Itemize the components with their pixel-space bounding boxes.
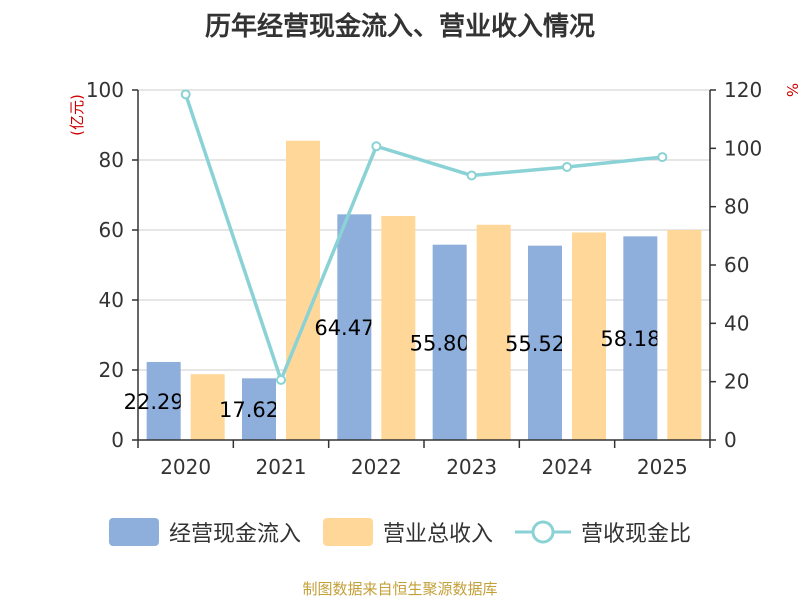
x-tick-label: 2021: [256, 455, 307, 479]
data-label: 22.298: [124, 390, 197, 414]
y2-tick-label: 60: [724, 253, 749, 277]
bar-cash-inflow: [623, 236, 658, 440]
y-tick-label: 100: [86, 78, 124, 102]
y2-axis-title: %: [783, 83, 800, 97]
y-tick-label: 40: [99, 288, 124, 312]
y2-tick-label: 40: [724, 311, 749, 335]
bar-revenue: [190, 374, 225, 440]
x-tick-label: 2023: [446, 455, 497, 479]
bar-cash-inflow: [146, 361, 181, 440]
bar-cash-inflow: [528, 245, 562, 440]
ratio-line: [184, 93, 663, 385]
x-tick-label: 2020: [160, 455, 211, 479]
y-axis-title: (亿元): [68, 94, 86, 136]
bar-revenue: [572, 232, 606, 440]
x-tick-label: 2024: [542, 455, 593, 479]
chart-title: 历年经营现金流入、营业收入情况: [204, 12, 595, 42]
y2-tick-label: 120: [724, 78, 762, 102]
x-tick-label: 2022: [351, 455, 402, 479]
ratio-point: [657, 152, 668, 163]
y2-tick-label: 20: [724, 370, 749, 394]
legend-label-cash-inflow: 经营现金流入: [168, 522, 301, 547]
bar-cash-inflow: [242, 378, 276, 440]
ratio-point: [562, 162, 572, 172]
legend-swatch-ratio: [515, 520, 571, 544]
legend-label-revenue: 营业总收入: [382, 522, 493, 547]
x-tick-label: 2025: [637, 455, 688, 479]
bar-revenue: [381, 216, 416, 440]
legend-item-revenue[interactable]: 营业总收入: [322, 516, 493, 548]
data-label: 64.473: [314, 316, 387, 340]
bar-cash-inflow: [337, 214, 372, 440]
y-tick-label: 60: [99, 218, 124, 242]
legend-swatch-cash-inflow: [108, 518, 159, 546]
ratio-point: [466, 170, 477, 181]
bar-cash-inflow: [432, 244, 467, 440]
bar-revenue: [476, 224, 511, 440]
data-label: 17.623: [219, 398, 292, 422]
y2-tick-label: 0: [724, 428, 737, 452]
bar-revenue: [667, 230, 702, 440]
data-label: 55.804: [410, 331, 483, 355]
data-label: 58.183: [600, 327, 673, 351]
legend: 经营现金流入 营业总收入 营收现金比: [0, 516, 800, 548]
ratio-point: [371, 141, 382, 152]
y-tick-label: 0: [111, 428, 124, 452]
legend-item-cash-inflow[interactable]: 经营现金流入: [108, 516, 301, 548]
legend-swatch-revenue: [322, 518, 373, 546]
legend-item-ratio[interactable]: 营收现金比: [515, 516, 691, 548]
source-note: 制图数据来自恒生聚源数据库: [302, 580, 498, 598]
ratio-point: [180, 89, 191, 100]
legend-label-ratio: 营收现金比: [581, 522, 692, 547]
y-tick-label: 20: [99, 358, 124, 382]
bar-revenue: [286, 140, 320, 440]
data-label: 55.528: [505, 332, 578, 356]
y2-tick-label: 100: [724, 136, 762, 160]
ratio-point: [276, 374, 286, 385]
y2-tick-label: 80: [724, 195, 749, 219]
y-tick-label: 80: [99, 148, 124, 172]
